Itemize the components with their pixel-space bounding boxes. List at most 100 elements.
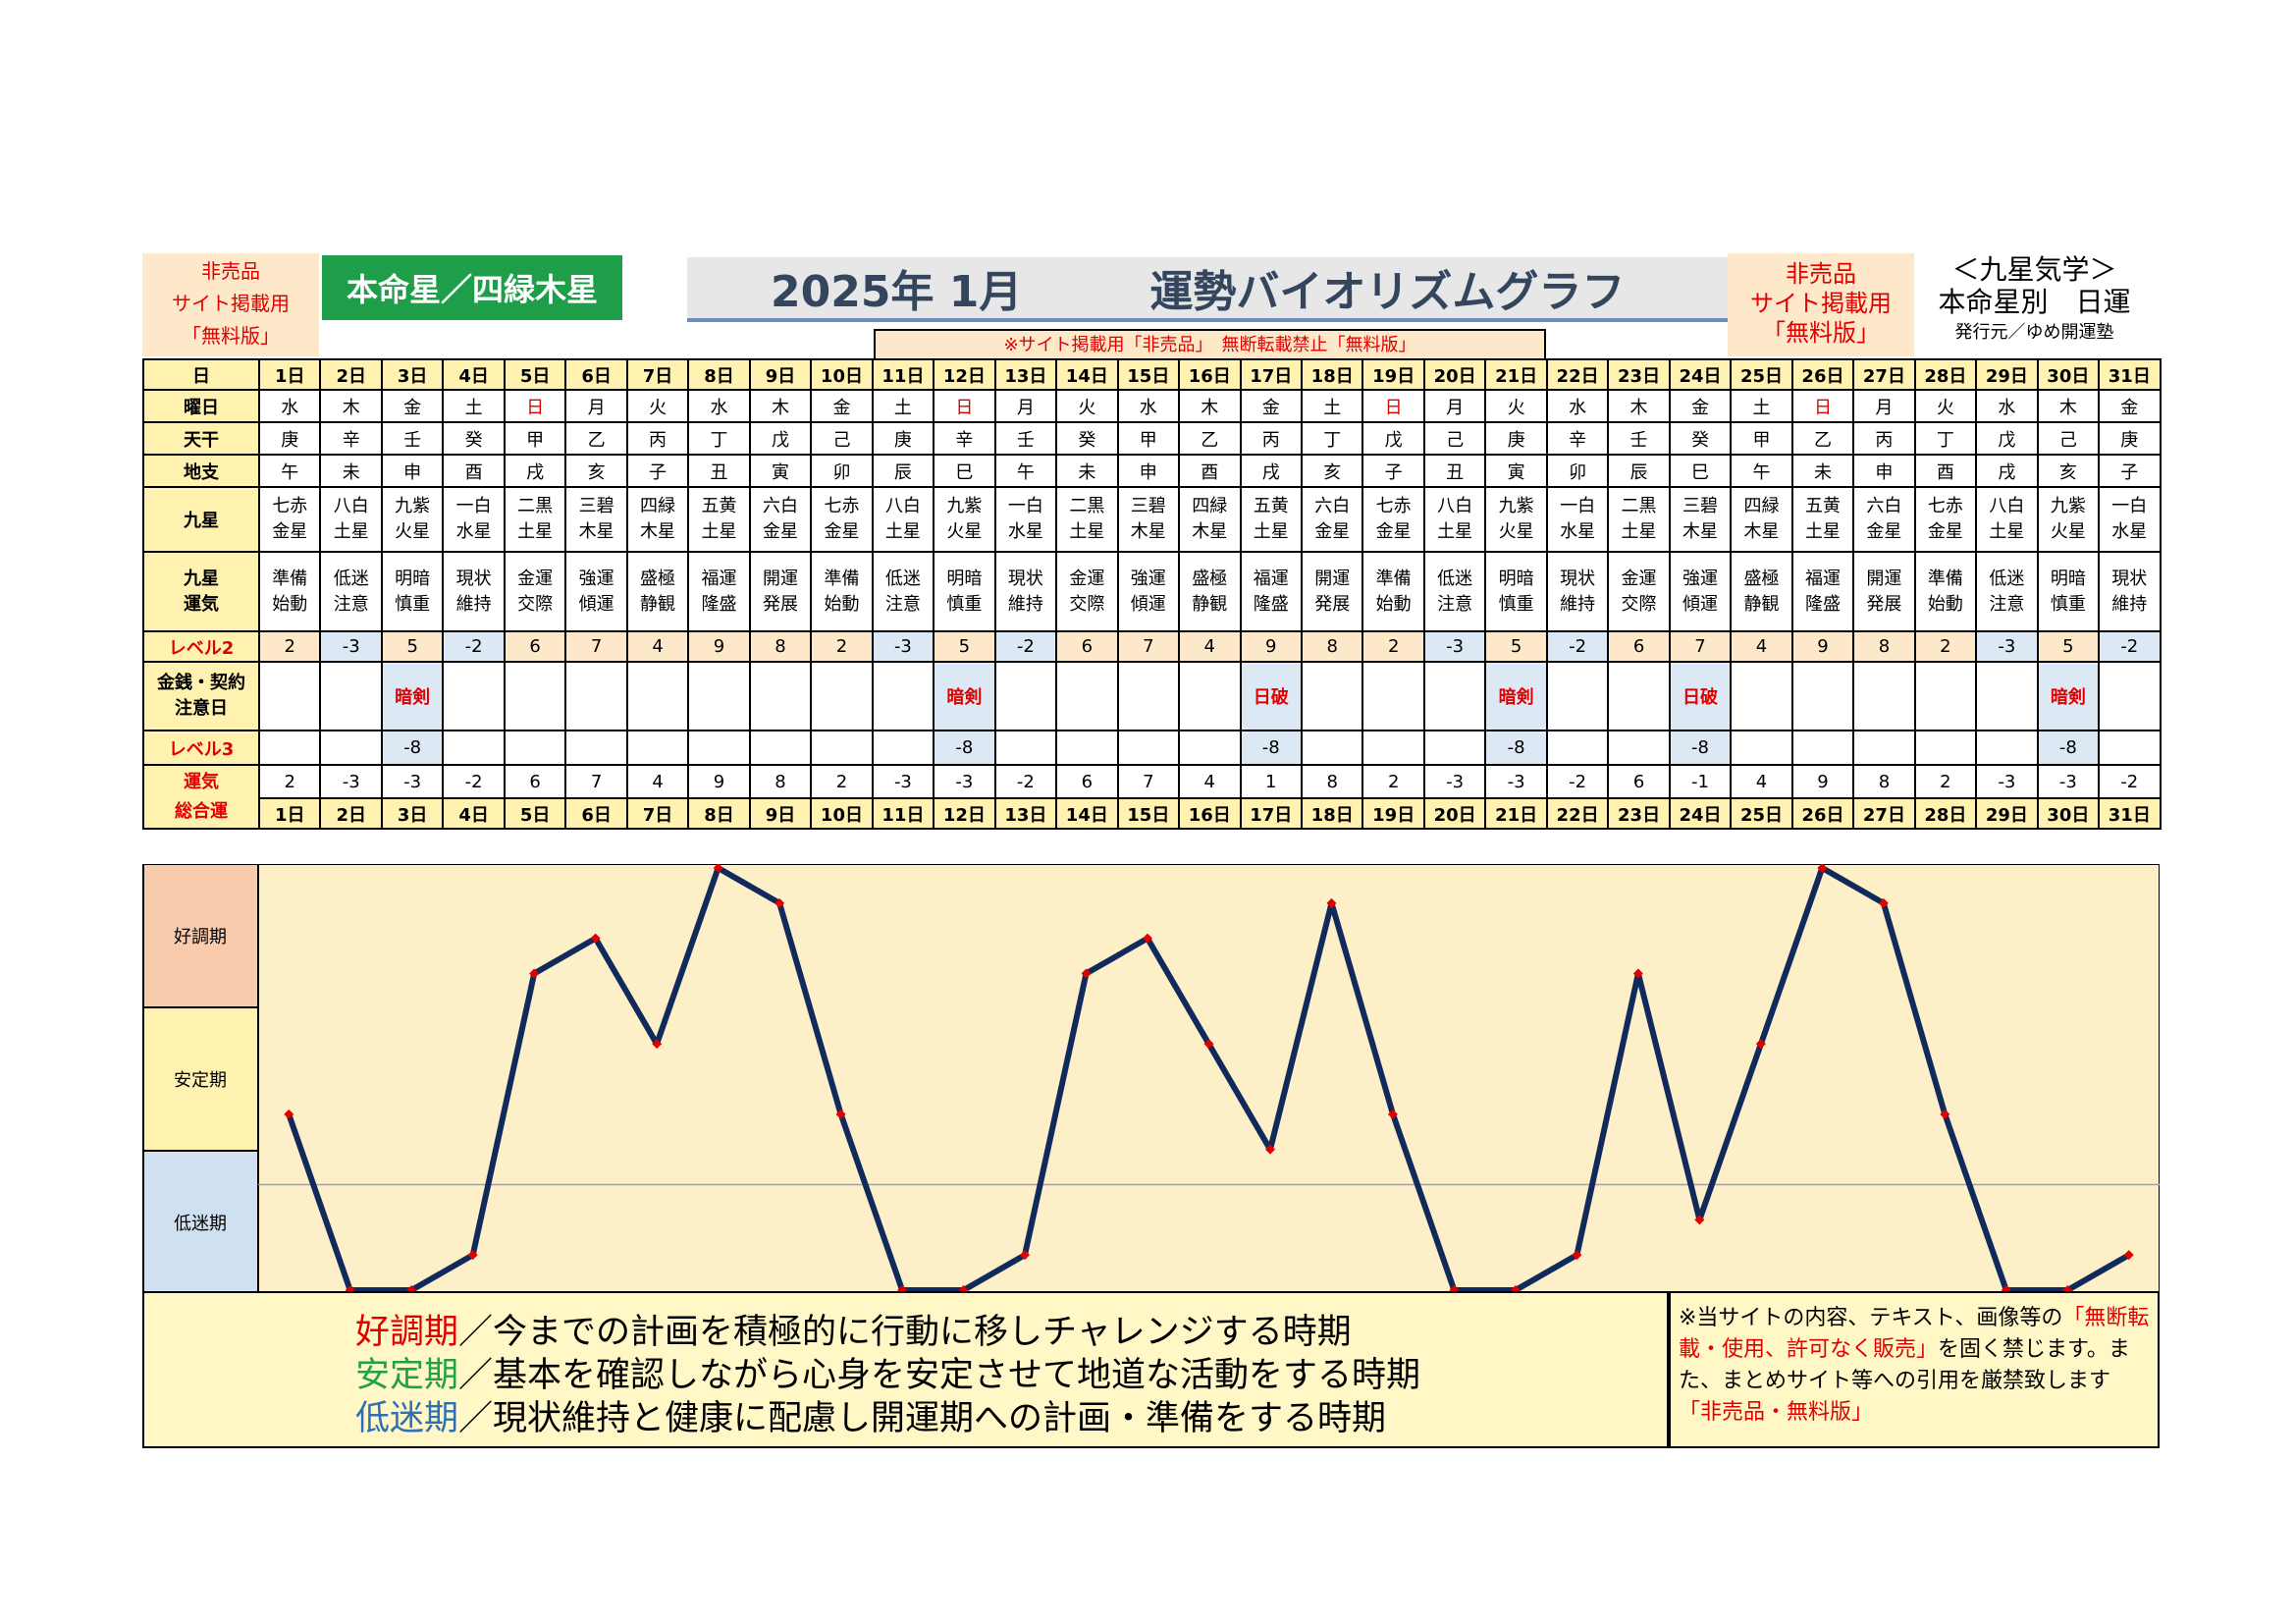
kyusei-cell: 五黄 土星 [687, 486, 751, 553]
day-cell: 3日 [380, 358, 445, 391]
money-cell [1116, 661, 1181, 731]
unki-cell-line: 維持 [1007, 593, 1043, 615]
day-cell: 29日 [1975, 358, 2039, 391]
total-cell: 7 [564, 764, 628, 799]
unki-cell: 強運 傾運 [1116, 551, 1181, 632]
kyusei-cell: 八白 土星 [1975, 486, 2039, 553]
kyusei-cell: 四緑 木星 [1730, 486, 1793, 553]
kyusei-cell: 三碧 木星 [564, 486, 628, 553]
data-point [1081, 968, 1092, 979]
kyusei-cell-line: 二黒 [517, 496, 554, 516]
row-label-line: 総合運 [175, 800, 228, 822]
band-2 [142, 1150, 259, 1294]
chishi-cell: 辰 [1607, 454, 1671, 488]
tag-line: 非売品 [201, 259, 260, 283]
kyusei-cell-line: 土星 [517, 521, 554, 542]
day-cell: 30日 [2036, 358, 2101, 391]
data-point [1694, 1215, 1705, 1225]
tenkan-cell: 己 [810, 421, 874, 456]
unki-cell-line: 注意 [884, 593, 921, 615]
day-cell: 20日 [1422, 797, 1487, 830]
kyusei-cell: 九紫 火星 [380, 486, 445, 553]
unki-cell-line: 明暗 [946, 568, 983, 589]
kyusei-cell-line: 八白 [333, 496, 369, 516]
unki-cell: 準備 始動 [1362, 551, 1425, 632]
weekday-cell: 土 [442, 389, 506, 423]
unki-cell-line: 交際 [1621, 593, 1657, 615]
day-cell: 12日 [933, 358, 996, 391]
weekday-cell: 金 [1239, 389, 1303, 423]
total-cell: -2 [442, 764, 506, 799]
tenkan-cell: 辛 [933, 421, 996, 456]
unki-cell-line: 盛極 [1743, 568, 1780, 589]
publisher: 発行元／ゆめ開運塾 [1954, 322, 2114, 343]
unki-cell: 福運 隆盛 [687, 551, 751, 632]
unki-cell-line: 発展 [1866, 593, 1902, 615]
kyusei-cell-line: 八白 [1437, 496, 1473, 516]
unki-cell-line: 始動 [272, 593, 308, 615]
tenkan-cell: 甲 [1730, 421, 1793, 456]
kyusei-cell-line: 四緑 [640, 496, 676, 516]
data-point [1817, 864, 1828, 873]
unki-cell-line: 注意 [333, 593, 369, 615]
unki-cell: 開運 発展 [748, 551, 813, 632]
unki-cell-line: 低迷 [884, 568, 921, 589]
money-cell [1790, 661, 1855, 731]
unki-cell: 盛極 静観 [1178, 551, 1242, 632]
table-row: レベル3 -8 -8 -8 -8 -8 -8 [142, 730, 2162, 766]
band-label: 安定期 [174, 1070, 227, 1091]
legend-good: 好調期／今までの計画を積極的に行動に移しチャレンジする時期 [355, 1311, 1667, 1354]
unki-cell-line: 金運 [1069, 568, 1105, 589]
kyusei-cell: 九紫 火星 [1484, 486, 1548, 553]
level3-cell [257, 730, 322, 766]
row-label: レベル2 [142, 630, 260, 663]
kyusei-cell-line: 七赤 [824, 496, 860, 516]
level2-cell: 2 [1913, 630, 1978, 663]
data-point [1755, 1039, 1766, 1050]
tenkan-cell: 壬 [1607, 421, 1671, 456]
unki-cell: 準備 始動 [257, 551, 322, 632]
kyusei-cell: 九紫 火星 [2036, 486, 2101, 553]
kyusei-cell: 二黒 土星 [503, 486, 567, 553]
level2-cell: 6 [503, 630, 567, 663]
unki-cell-line: 傾運 [1682, 593, 1719, 615]
free-edition-tag-right: 非売品 サイト掲載用 「無料版」 [1728, 253, 1914, 356]
data-point [1940, 1109, 1950, 1119]
unki-cell-line: 準備 [272, 568, 308, 589]
unki-cell-line: 注意 [1989, 593, 2025, 615]
unki-cell-line: 明暗 [395, 568, 431, 589]
unki-cell-line: 現状 [455, 568, 492, 589]
reprint-notice: ※サイト掲載用「非売品」 無断転載禁止「無料版」 [874, 329, 1546, 358]
weekday-cell: 水 [1545, 389, 1610, 423]
day-cell: 25日 [1730, 358, 1793, 391]
unki-cell: 金運 交際 [503, 551, 567, 632]
total-cell: -3 [871, 764, 935, 799]
total-cell: -3 [319, 764, 383, 799]
total-cell: 8 [1852, 764, 1916, 799]
unki-cell-line: 維持 [455, 593, 492, 615]
day-cell: 14日 [1055, 797, 1119, 830]
unki-cell-line: 福運 [1804, 568, 1841, 589]
kyusei-cell-line: 土星 [1989, 521, 2025, 542]
tenkan-cell: 丁 [1913, 421, 1978, 456]
tenkan-cell: 癸 [1668, 421, 1733, 456]
chishi-cell: 寅 [1484, 454, 1548, 488]
money-cell [503, 661, 567, 731]
kyusei-cell: 七赤 金星 [1362, 486, 1425, 553]
tenkan-cell: 庚 [871, 421, 935, 456]
weekday-cell: 水 [1975, 389, 2039, 423]
level2-cell: -2 [1545, 630, 1610, 663]
unki-cell-line: 開運 [762, 568, 798, 589]
weekday-cell: 日 [1790, 389, 1855, 423]
level2-cell: 7 [1116, 630, 1181, 663]
unki-cell: 強運 傾運 [564, 551, 628, 632]
day-cell: 18日 [1300, 358, 1364, 391]
legend-key-good: 好調期 [355, 1313, 459, 1352]
unki-cell-line: 金運 [1621, 568, 1657, 589]
row-label: 日 [142, 358, 260, 391]
chishi-cell: 申 [380, 454, 445, 488]
tenkan-cell: 壬 [993, 421, 1058, 456]
weekday-cell: 月 [564, 389, 628, 423]
kyusei-cell-line: 金星 [762, 521, 798, 542]
